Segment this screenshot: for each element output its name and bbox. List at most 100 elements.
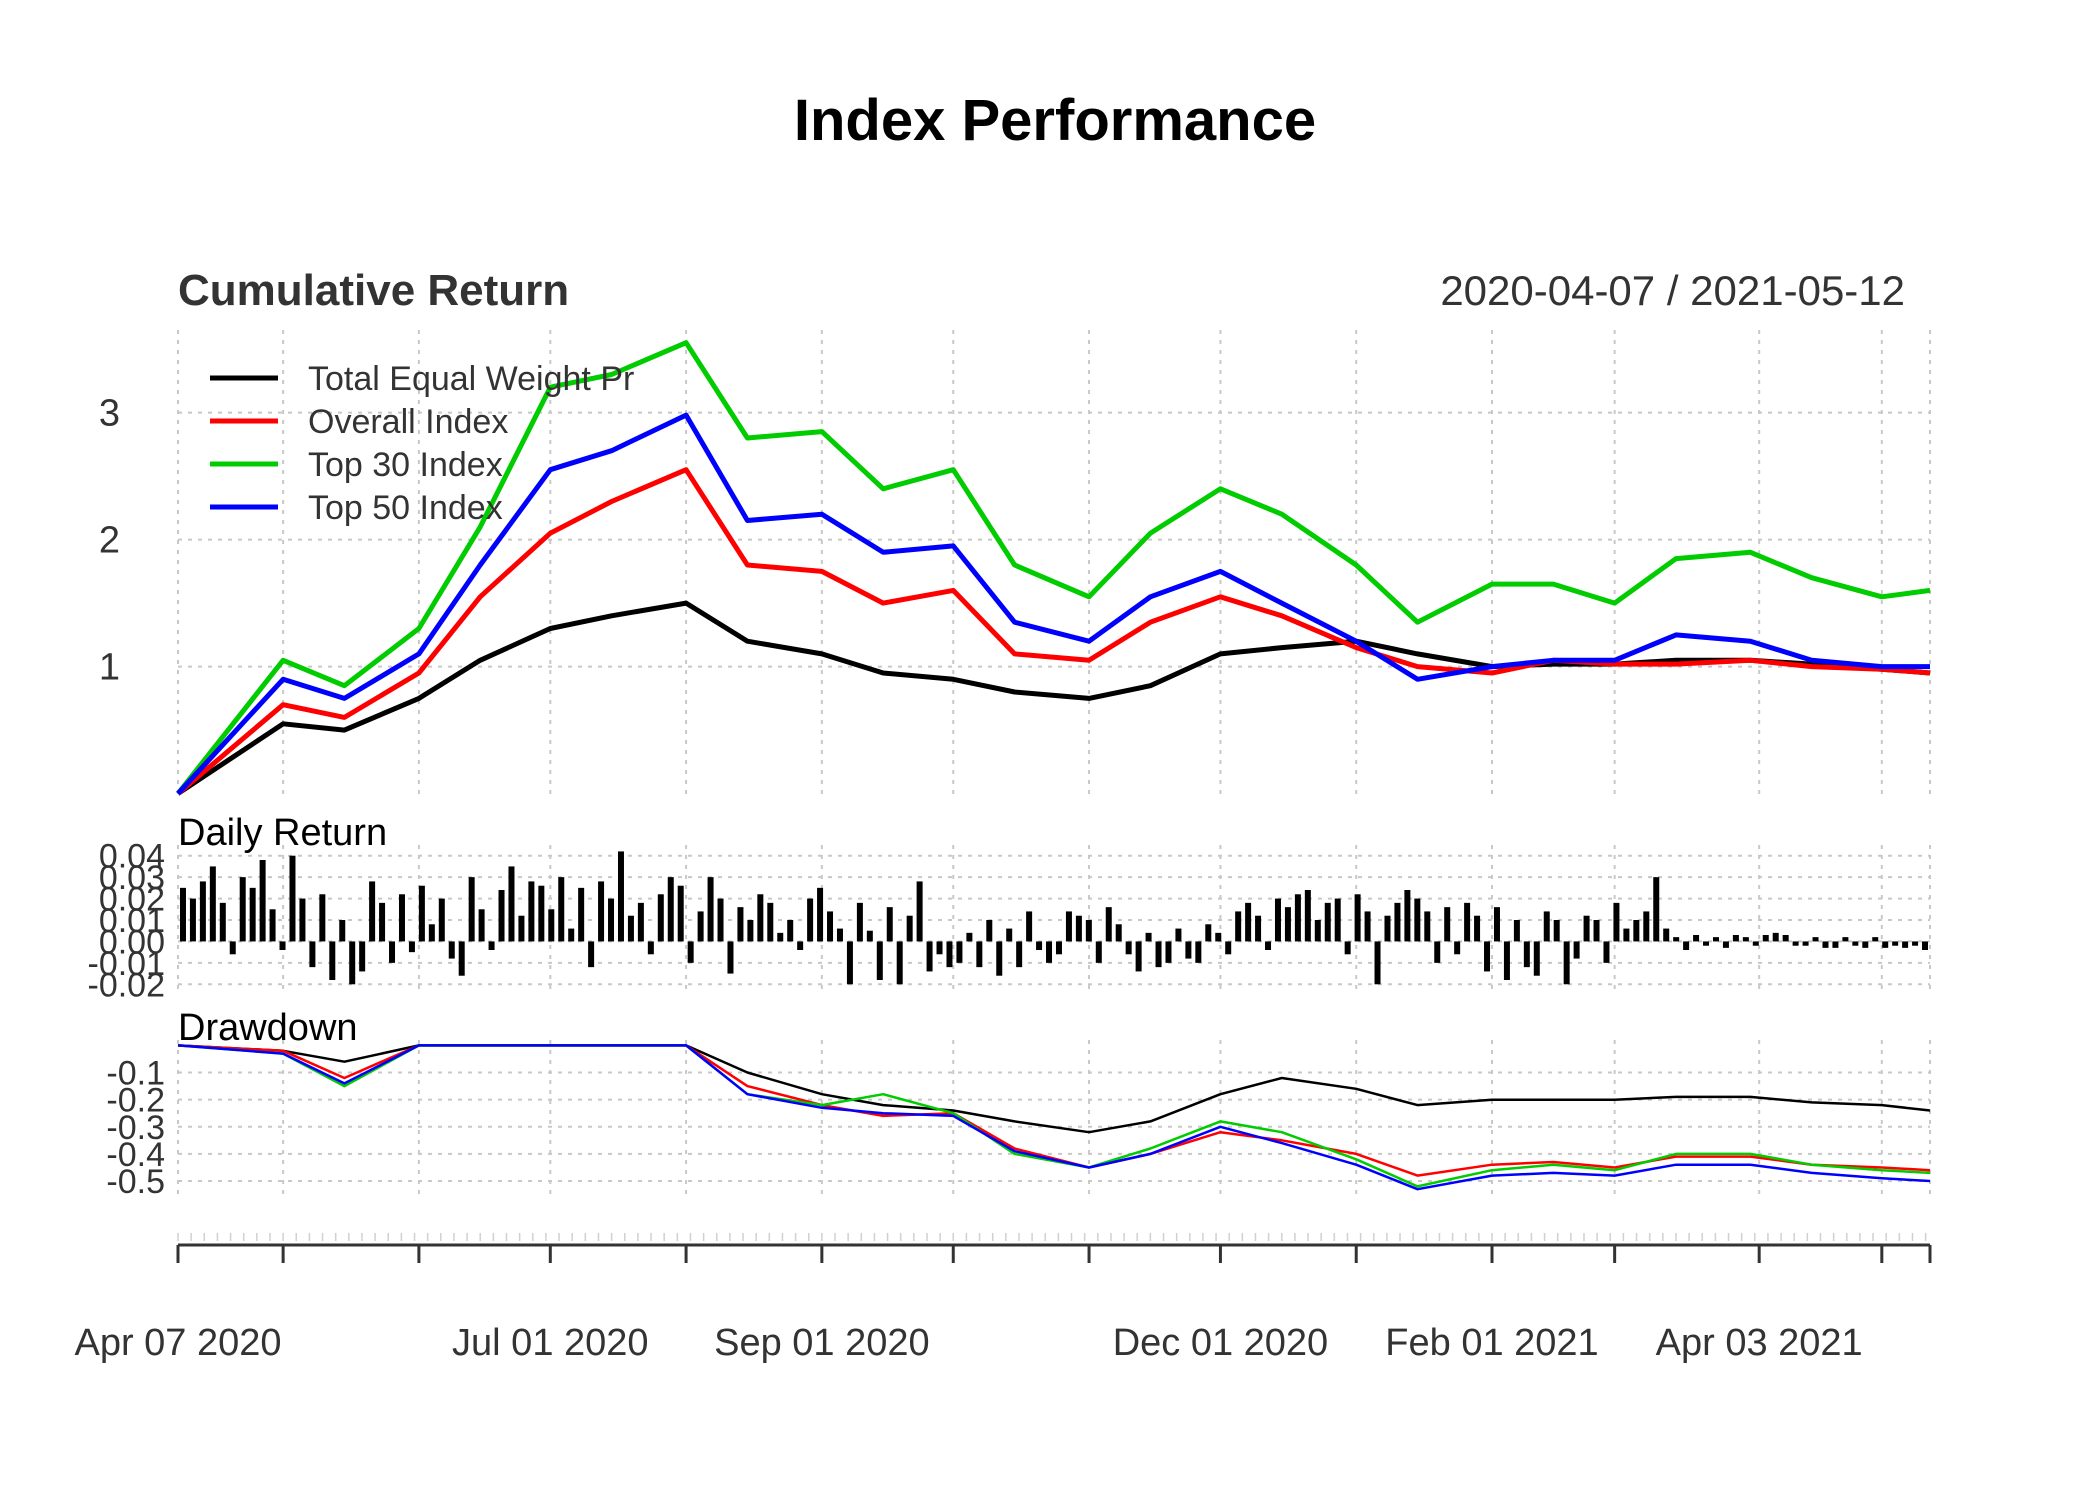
daily-return-bar <box>219 902 226 942</box>
daily-return-bar <box>1603 941 1610 963</box>
daily-return-bar <box>598 881 605 942</box>
daily-return-bar <box>209 866 216 942</box>
series-line <box>176 600 1931 796</box>
daily-return-bar <box>1822 941 1829 948</box>
daily-return-bar <box>1633 920 1640 942</box>
daily-return-bar <box>279 941 286 950</box>
daily-return-bar <box>418 885 425 942</box>
daily-return-bar <box>408 941 415 953</box>
daily-return-bar <box>458 941 465 976</box>
daily-return-bar <box>1135 941 1142 972</box>
x-tick-label: Apr 03 2021 <box>1656 1322 1863 1364</box>
y-tick-label: 0.04 <box>99 838 165 876</box>
daily-return-bar <box>608 898 615 942</box>
legend-label: Overall Index <box>308 403 508 441</box>
daily-return-bar <box>1503 941 1510 980</box>
daily-return-bar <box>1772 932 1779 942</box>
daily-return-bar <box>1065 911 1072 942</box>
cumulative-return-panel: 1 2 3 <box>99 340 1931 796</box>
daily-return-bar <box>1842 937 1849 942</box>
x-tick-label: Apr 07 2020 <box>74 1322 281 1364</box>
daily-return-bar <box>827 911 834 942</box>
daily-return-bar <box>578 887 585 942</box>
daily-return-bar <box>687 941 694 963</box>
daily-return-bar <box>1553 920 1560 942</box>
daily-return-bar <box>349 941 356 985</box>
daily-return-bar <box>369 881 376 942</box>
daily-return-bar <box>866 930 873 942</box>
daily-return-bar <box>1255 915 1262 942</box>
daily-return-bar <box>1862 941 1869 948</box>
y-tick-label: -0.02 <box>88 966 166 1004</box>
daily-return-bar <box>1434 941 1441 963</box>
daily-return-bar <box>588 941 595 968</box>
daily-return-bar <box>438 898 445 942</box>
daily-return-bar <box>1075 915 1082 942</box>
daily-return-bar <box>817 887 824 942</box>
daily-return-bar <box>1693 935 1700 942</box>
daily-return-bar <box>1265 941 1272 950</box>
legend-label: Top 30 Index <box>308 446 503 484</box>
series-line <box>176 467 1931 796</box>
y-tick-label: 2 <box>99 520 120 562</box>
daily-return-bar <box>1484 941 1491 972</box>
legend-label: Top 50 Index <box>308 489 503 527</box>
daily-return-bar <box>946 941 953 968</box>
daily-return-bar <box>179 887 186 942</box>
daily-return-bar <box>926 941 933 972</box>
daily-return-bar <box>1165 941 1172 963</box>
daily-return-bar <box>528 881 535 942</box>
daily-return-bar <box>856 902 863 942</box>
x-tick-label: Dec 01 2020 <box>1113 1322 1329 1364</box>
legend-label: Total Equal Weight Pr <box>308 360 634 398</box>
daily-return-bar <box>1424 911 1431 942</box>
daily-return-bar <box>359 941 366 972</box>
daily-return-bar <box>1643 911 1650 942</box>
daily-return-bar <box>807 898 814 942</box>
daily-return-bar <box>1384 915 1391 942</box>
daily-return-bar <box>717 898 724 942</box>
daily-return-bar <box>1872 937 1879 942</box>
cumulative-return-title: Cumulative Return <box>178 266 569 315</box>
daily-return-bar <box>1742 937 1749 942</box>
daily-return-bar <box>1762 935 1769 942</box>
daily-return-bar <box>1225 941 1232 955</box>
y-tick-label: 0.01 <box>99 902 165 940</box>
daily-return-bar <box>1364 911 1371 942</box>
y-tick-label: 0.03 <box>99 859 165 897</box>
daily-return-bar <box>1732 935 1739 942</box>
daily-return-bar <box>647 941 654 955</box>
daily-return-bar <box>1832 941 1839 948</box>
daily-return-bar <box>787 920 794 942</box>
drawdown-line <box>177 1044 1931 1191</box>
daily-return-bar <box>448 941 455 959</box>
daily-return-bar <box>498 890 505 942</box>
daily-return-bar <box>1394 902 1401 942</box>
daily-return-bar <box>1374 941 1381 985</box>
daily-return-bar <box>1344 941 1351 955</box>
x-tick-label: Feb 01 2021 <box>1385 1322 1598 1364</box>
daily-return-bar <box>259 860 266 942</box>
daily-return-bar <box>1782 935 1789 942</box>
daily-return-bar <box>339 920 346 942</box>
daily-return-bar <box>1006 928 1013 942</box>
daily-return-bar <box>1215 932 1222 942</box>
daily-return-bar <box>1613 902 1620 942</box>
daily-return-bar <box>239 877 246 942</box>
daily-return-bar <box>189 898 196 942</box>
daily-return-bar <box>309 941 316 968</box>
daily-return-bar <box>1095 941 1102 963</box>
daily-return-bar <box>747 920 754 942</box>
daily-return-bar <box>1155 941 1162 968</box>
daily-return-bar <box>767 902 774 942</box>
daily-return-bar <box>1533 941 1540 976</box>
daily-return-bar <box>1036 941 1043 950</box>
daily-return-bar <box>757 894 764 942</box>
daily-return-bar <box>1026 911 1033 942</box>
chart-title: Index Performance <box>794 88 1316 153</box>
daily-return-bar <box>468 877 475 942</box>
y-tick-label: -0.4 <box>106 1136 165 1174</box>
daily-return-bar <box>1284 907 1291 942</box>
daily-return-bar <box>1235 911 1242 942</box>
daily-return-bar <box>707 877 714 942</box>
